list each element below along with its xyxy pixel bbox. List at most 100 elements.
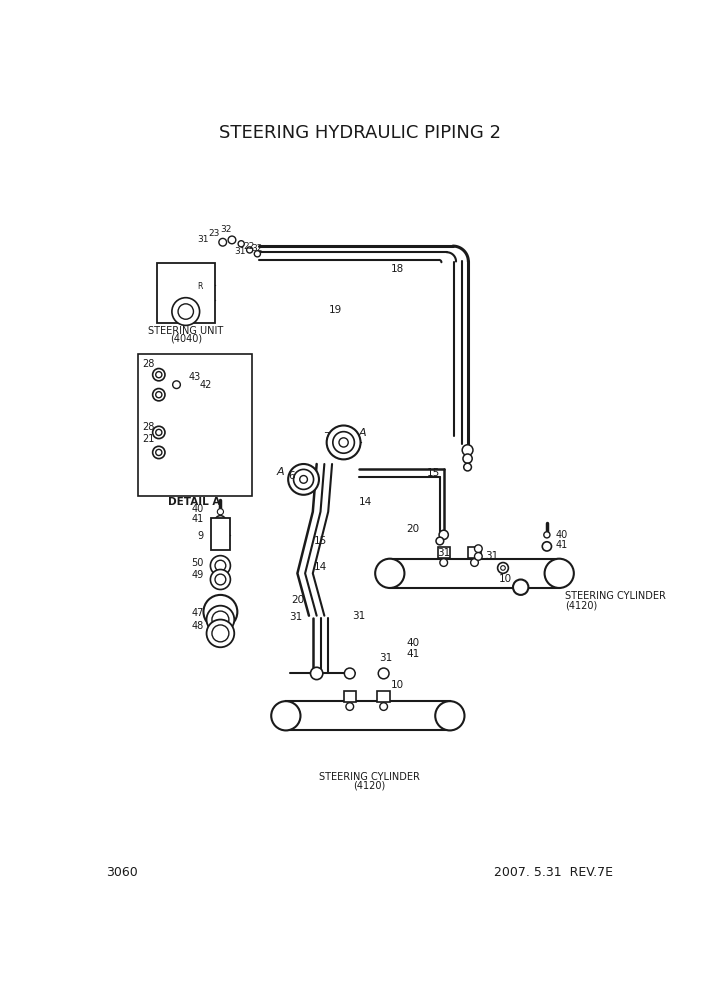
Circle shape [206, 620, 234, 647]
Circle shape [439, 530, 449, 540]
Circle shape [436, 537, 444, 545]
Circle shape [339, 437, 348, 447]
Bar [437, 548, 450, 558]
Circle shape [271, 701, 300, 730]
Bar [343, 691, 356, 702]
Circle shape [378, 668, 389, 679]
Text: R: R [197, 283, 202, 292]
Text: 10: 10 [498, 574, 512, 584]
Text: 28: 28 [143, 422, 155, 433]
Text: 32: 32 [220, 224, 232, 234]
Circle shape [156, 449, 162, 455]
Text: 41: 41 [406, 649, 420, 660]
Circle shape [238, 241, 244, 247]
Text: 40: 40 [406, 638, 420, 648]
Circle shape [375, 558, 404, 588]
Text: 31: 31 [352, 611, 366, 621]
Circle shape [470, 558, 478, 566]
Text: 6: 6 [288, 470, 295, 480]
Text: 14: 14 [314, 562, 327, 572]
Circle shape [463, 454, 472, 463]
Text: 31: 31 [485, 552, 498, 561]
Text: 43: 43 [188, 372, 200, 382]
Circle shape [204, 595, 237, 629]
Text: 48: 48 [191, 621, 204, 631]
Circle shape [345, 668, 355, 679]
Circle shape [545, 558, 574, 588]
Text: 32: 32 [252, 244, 263, 253]
Circle shape [542, 542, 552, 551]
Text: STEERING CYLINDER: STEERING CYLINDER [565, 591, 666, 601]
Text: 15: 15 [314, 536, 327, 546]
Circle shape [288, 464, 319, 495]
Text: 7: 7 [324, 433, 330, 442]
Text: 31: 31 [234, 247, 246, 256]
Circle shape [326, 426, 361, 459]
Circle shape [475, 553, 482, 560]
Text: (4040): (4040) [170, 333, 201, 343]
Text: STEERING CYLINDER: STEERING CYLINDER [319, 773, 420, 783]
Circle shape [310, 668, 323, 680]
Circle shape [501, 565, 505, 570]
Text: 49: 49 [191, 569, 204, 580]
Circle shape [211, 556, 230, 575]
Circle shape [152, 446, 165, 458]
Text: STEERING UNIT: STEERING UNIT [148, 325, 223, 335]
Text: 3060: 3060 [107, 866, 138, 879]
Text: 28: 28 [143, 359, 155, 369]
Text: 10: 10 [391, 680, 404, 690]
Text: 42: 42 [199, 380, 212, 390]
Circle shape [152, 368, 165, 381]
Circle shape [178, 304, 194, 319]
Text: 22: 22 [244, 242, 255, 251]
Text: 41: 41 [191, 515, 204, 525]
Text: 47: 47 [191, 608, 204, 618]
Text: 41: 41 [555, 540, 568, 550]
Circle shape [215, 516, 226, 527]
Circle shape [215, 560, 226, 571]
Text: 40: 40 [191, 504, 204, 515]
Text: 31: 31 [437, 548, 450, 558]
Circle shape [173, 381, 180, 389]
Circle shape [246, 247, 253, 253]
Bar [138, 354, 252, 496]
Text: STEERING HYDRAULIC PIPING 2: STEERING HYDRAULIC PIPING 2 [219, 124, 501, 142]
Text: A: A [359, 429, 366, 438]
Circle shape [254, 251, 260, 257]
Text: DETAIL A: DETAIL A [168, 497, 220, 507]
Circle shape [462, 444, 473, 455]
Circle shape [206, 606, 234, 634]
Circle shape [156, 372, 162, 378]
Text: (4120): (4120) [353, 780, 385, 790]
Text: 18: 18 [391, 264, 404, 274]
Circle shape [212, 611, 229, 628]
Text: 21: 21 [143, 434, 155, 443]
Bar [468, 548, 481, 558]
Circle shape [152, 389, 165, 401]
Circle shape [380, 702, 388, 710]
Text: 50: 50 [191, 558, 204, 567]
Bar [211, 518, 230, 551]
Circle shape [219, 238, 227, 246]
Circle shape [156, 392, 162, 398]
Circle shape [215, 574, 226, 585]
Circle shape [156, 430, 162, 435]
Bar [157, 263, 215, 323]
Circle shape [435, 701, 465, 730]
Circle shape [172, 298, 199, 325]
Circle shape [211, 569, 230, 589]
Bar [286, 701, 450, 730]
Text: 31: 31 [289, 612, 303, 622]
Circle shape [346, 702, 354, 710]
Bar [378, 691, 390, 702]
Text: 23: 23 [208, 228, 220, 237]
Circle shape [544, 532, 550, 538]
Circle shape [152, 427, 165, 438]
Text: 31: 31 [198, 235, 209, 244]
Text: 20: 20 [406, 525, 420, 535]
Text: 14: 14 [359, 497, 372, 507]
Circle shape [293, 469, 314, 489]
Circle shape [440, 558, 448, 566]
Text: 19: 19 [329, 305, 343, 315]
Bar [390, 558, 559, 588]
